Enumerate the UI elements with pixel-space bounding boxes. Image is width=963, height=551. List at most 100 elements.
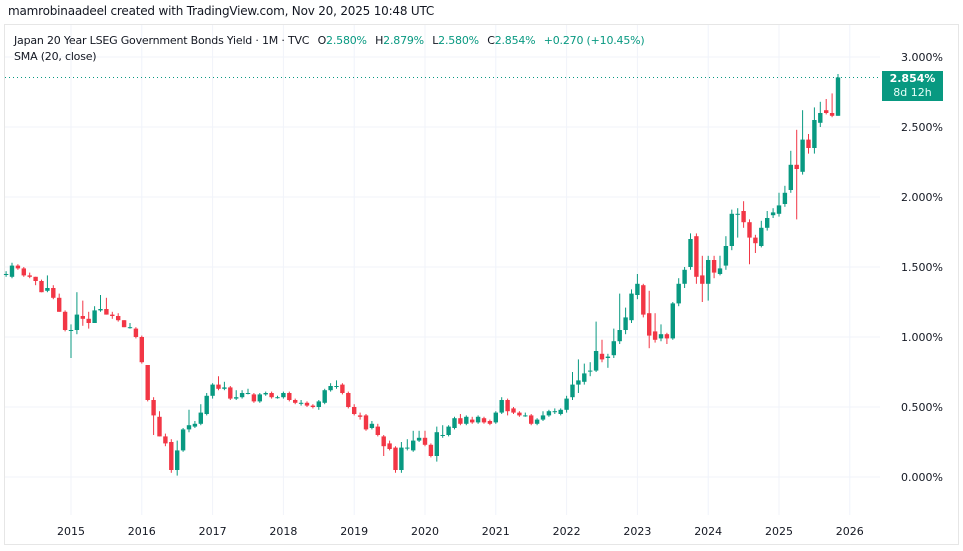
candle[interactable]: [275, 395, 280, 399]
candle[interactable]: [824, 99, 829, 115]
candle[interactable]: [399, 442, 404, 473]
candle[interactable]: [829, 93, 835, 118]
candle[interactable]: [198, 404, 203, 426]
candle[interactable]: [145, 365, 150, 402]
candle[interactable]: [765, 211, 770, 231]
candle[interactable]: [15, 264, 21, 270]
candle[interactable]: [151, 397, 156, 435]
candle[interactable]: [717, 255, 723, 276]
candle[interactable]: [411, 430, 416, 452]
candle[interactable]: [310, 404, 316, 409]
candle[interactable]: [534, 418, 540, 426]
candle[interactable]: [287, 391, 292, 402]
candle[interactable]: [175, 440, 180, 476]
candle[interactable]: [228, 386, 233, 400]
candle[interactable]: [617, 293, 622, 344]
candle[interactable]: [216, 376, 221, 391]
candle[interactable]: [68, 324, 74, 358]
candle[interactable]: [328, 383, 333, 392]
candle[interactable]: [340, 383, 345, 395]
candle[interactable]: [251, 393, 257, 403]
candle[interactable]: [782, 185, 788, 207]
candle[interactable]: [599, 339, 605, 363]
candle[interactable]: [499, 397, 504, 414]
candle[interactable]: [139, 335, 144, 364]
candle[interactable]: [706, 255, 711, 301]
candle[interactable]: [422, 430, 428, 447]
candle[interactable]: [753, 234, 758, 253]
symbol-legend-row[interactable]: Japan 20 Year LSEG Government Bonds Yiel…: [14, 33, 645, 49]
candle[interactable]: [593, 321, 599, 372]
candle[interactable]: [334, 380, 339, 389]
candle[interactable]: [316, 400, 321, 410]
candle[interactable]: [239, 390, 245, 399]
candle[interactable]: [133, 327, 139, 339]
candle[interactable]: [322, 388, 327, 405]
candle[interactable]: [363, 414, 369, 431]
candle[interactable]: [440, 425, 445, 438]
candle[interactable]: [369, 421, 375, 430]
candle[interactable]: [163, 433, 168, 447]
candle[interactable]: [405, 439, 410, 451]
candle[interactable]: [788, 150, 793, 193]
candle[interactable]: [180, 428, 186, 452]
candle[interactable]: [470, 416, 475, 424]
candle[interactable]: [688, 233, 693, 270]
candle[interactable]: [552, 408, 557, 414]
candle[interactable]: [346, 391, 351, 409]
candle[interactable]: [62, 310, 68, 332]
candle[interactable]: [57, 293, 62, 312]
candle[interactable]: [298, 400, 304, 406]
candle[interactable]: [416, 430, 422, 442]
candle[interactable]: [234, 390, 239, 400]
candle[interactable]: [222, 381, 227, 391]
candle[interactable]: [711, 255, 717, 279]
candle[interactable]: [588, 362, 593, 377]
candle[interactable]: [611, 328, 616, 358]
candle[interactable]: [45, 275, 50, 293]
candle[interactable]: [169, 439, 174, 473]
candle[interactable]: [281, 391, 286, 399]
candle[interactable]: [664, 332, 670, 344]
candle[interactable]: [352, 404, 357, 416]
candle[interactable]: [700, 255, 705, 302]
candle[interactable]: [546, 409, 552, 417]
candle[interactable]: [529, 414, 534, 426]
candle[interactable]: [434, 426, 439, 462]
candle[interactable]: [458, 414, 463, 426]
candle[interactable]: [51, 285, 56, 300]
candle[interactable]: [558, 408, 563, 416]
candle[interactable]: [729, 209, 734, 251]
candle[interactable]: [806, 134, 811, 154]
candle[interactable]: [735, 208, 740, 238]
candle[interactable]: [192, 421, 198, 428]
candle[interactable]: [257, 393, 262, 403]
candle[interactable]: [92, 306, 97, 323]
candle[interactable]: [582, 363, 587, 385]
candle[interactable]: [747, 219, 752, 265]
candle[interactable]: [3, 271, 9, 277]
candle[interactable]: [481, 416, 487, 424]
candle[interactable]: [641, 283, 646, 318]
candle[interactable]: [121, 320, 127, 328]
candle[interactable]: [670, 302, 675, 340]
candle[interactable]: [269, 391, 274, 399]
candle[interactable]: [293, 398, 298, 405]
candle[interactable]: [835, 73, 841, 116]
candle[interactable]: [564, 395, 569, 413]
candle[interactable]: [605, 353, 611, 368]
candle[interactable]: [635, 274, 640, 300]
candle[interactable]: [794, 129, 799, 220]
candle[interactable]: [9, 262, 15, 279]
candle[interactable]: [517, 411, 522, 417]
candle[interactable]: [157, 411, 162, 437]
candle[interactable]: [304, 401, 310, 407]
candle[interactable]: [487, 419, 493, 426]
candle[interactable]: [540, 411, 546, 421]
candle[interactable]: [263, 391, 268, 396]
candle[interactable]: [812, 107, 817, 154]
candle[interactable]: [186, 409, 192, 433]
candle[interactable]: [27, 272, 32, 279]
candle[interactable]: [387, 440, 392, 451]
